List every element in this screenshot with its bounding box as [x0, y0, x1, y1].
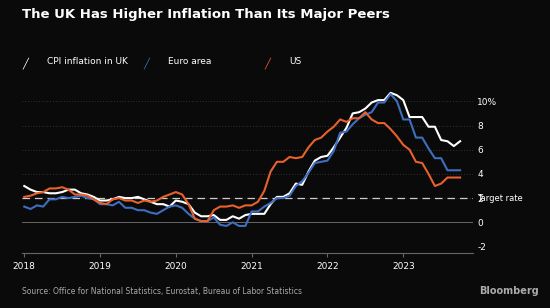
Text: US: US [289, 57, 301, 66]
Text: Target rate: Target rate [477, 194, 523, 203]
Text: ╱: ╱ [22, 57, 34, 69]
Text: ╱: ╱ [143, 57, 155, 69]
Text: The UK Has Higher Inflation Than Its Major Peers: The UK Has Higher Inflation Than Its Maj… [22, 8, 390, 21]
Text: CPI inflation in UK: CPI inflation in UK [47, 57, 128, 66]
Text: Bloomberg: Bloomberg [479, 286, 539, 296]
Text: Source: Office for National Statistics, Eurostat, Bureau of Labor Statistics: Source: Office for National Statistics, … [22, 287, 302, 296]
Text: ╱: ╱ [264, 57, 276, 69]
Text: Euro area: Euro area [168, 57, 211, 66]
